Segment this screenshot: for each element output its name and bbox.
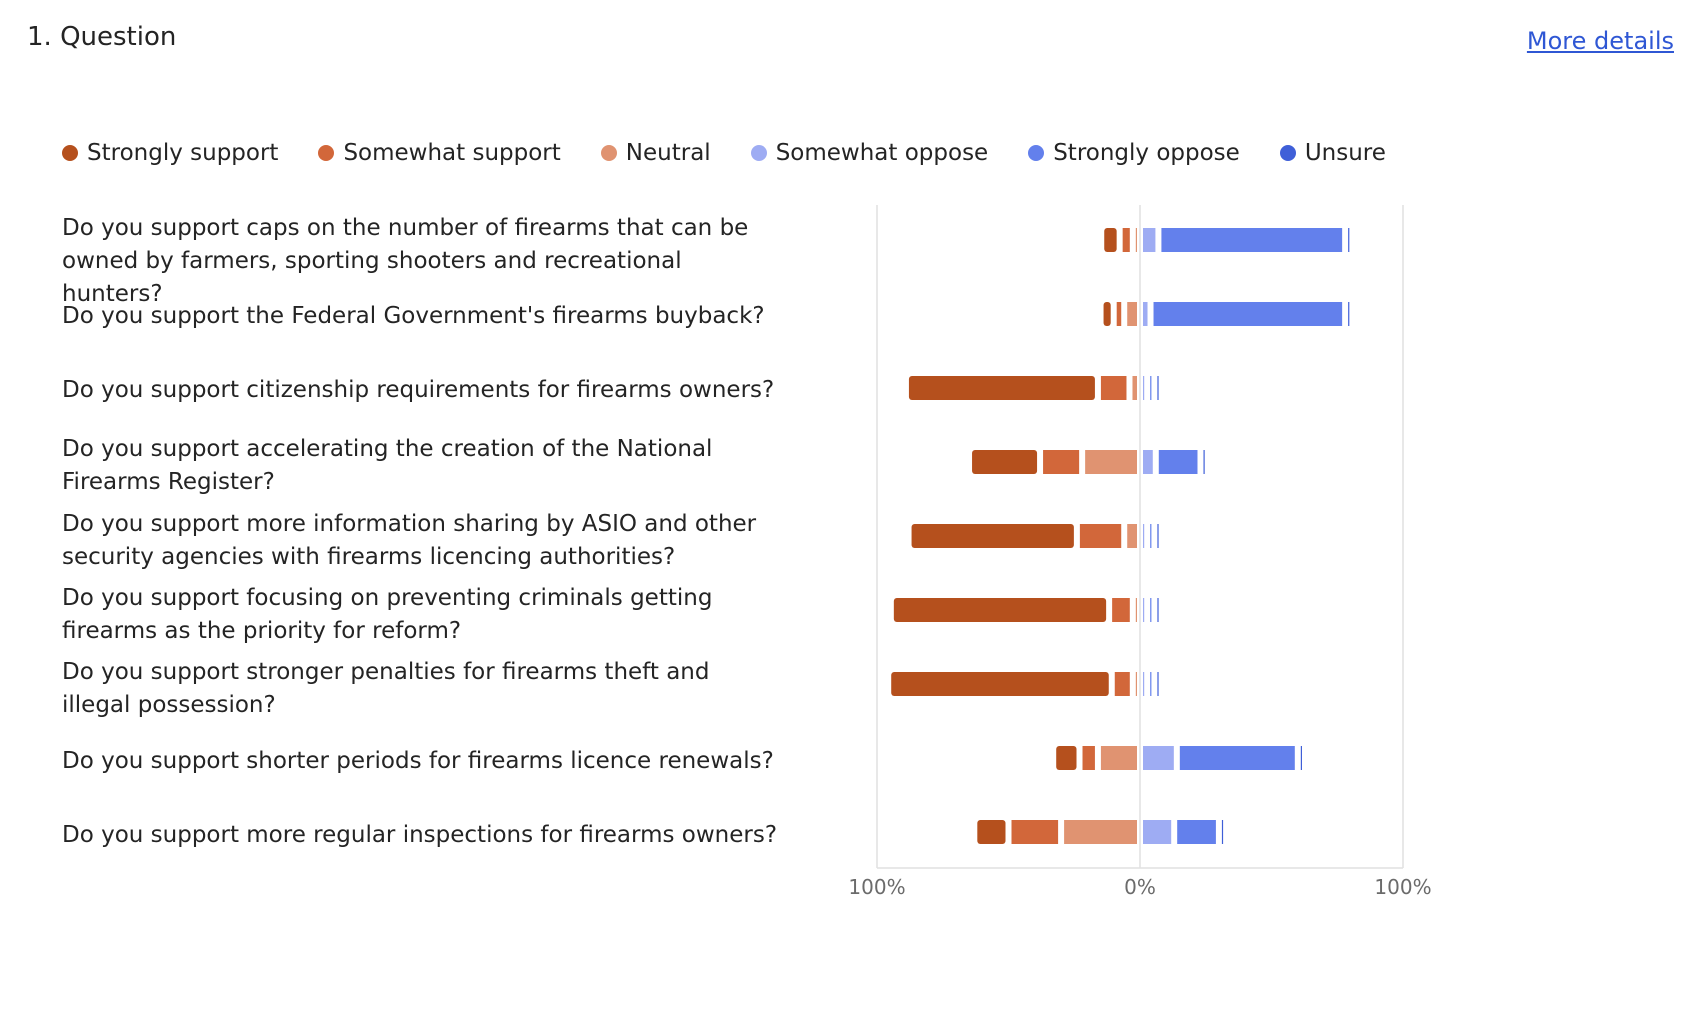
bar-strongly-oppose bbox=[1150, 672, 1152, 696]
legend-item-somewhat-support[interactable]: Somewhat support bbox=[318, 140, 561, 166]
question-label: Do you support more information sharing … bbox=[62, 511, 757, 570]
question-label: Do you support caps on the number of fir… bbox=[62, 215, 749, 307]
bar-neutral bbox=[1135, 672, 1137, 696]
bar-somewhat-oppose bbox=[1143, 524, 1145, 548]
bar-strongly-support bbox=[893, 598, 1107, 622]
legend-item-somewhat-oppose[interactable]: Somewhat oppose bbox=[750, 140, 989, 166]
bar-strongly-oppose bbox=[1153, 302, 1343, 326]
bar-strongly-support bbox=[977, 820, 1006, 844]
bar-strongly-oppose bbox=[1158, 450, 1198, 474]
bar-strongly-oppose bbox=[1150, 524, 1152, 548]
question-label: Do you support focusing on preventing cr… bbox=[62, 585, 713, 644]
bar-somewhat-oppose bbox=[1143, 302, 1148, 326]
bar-strongly-oppose bbox=[1161, 228, 1343, 252]
bar-somewhat-support bbox=[1100, 376, 1127, 400]
bar-unsure bbox=[1157, 672, 1159, 696]
legend-label: Neutral bbox=[625, 140, 711, 166]
bar-strongly-support bbox=[1056, 746, 1077, 770]
bar-unsure bbox=[1157, 524, 1159, 548]
bar-neutral bbox=[1127, 302, 1137, 326]
legend-dot-icon bbox=[1028, 145, 1045, 161]
bar-unsure bbox=[1300, 746, 1302, 770]
bar-strongly-oppose bbox=[1150, 376, 1152, 400]
legend-dot-icon bbox=[318, 145, 335, 161]
legend-dot-icon bbox=[1279, 145, 1296, 161]
question-label: Do you support more regular inspections … bbox=[62, 822, 778, 848]
bar-somewhat-oppose bbox=[1143, 598, 1145, 622]
bar-somewhat-support bbox=[1043, 450, 1080, 474]
bar-neutral bbox=[1064, 820, 1137, 844]
bar-neutral bbox=[1127, 524, 1137, 548]
bar-unsure bbox=[1348, 302, 1350, 326]
bar-unsure bbox=[1157, 376, 1159, 400]
legend-label: Strongly oppose bbox=[1053, 140, 1240, 166]
bar-neutral bbox=[1085, 450, 1137, 474]
bar-somewhat-oppose bbox=[1143, 672, 1145, 696]
legend-dot-icon bbox=[750, 145, 767, 161]
page-title: 1. Question bbox=[27, 22, 177, 52]
legend-label: Somewhat oppose bbox=[775, 140, 989, 166]
bar-unsure bbox=[1348, 228, 1350, 252]
question-label: Do you support stronger penalties for fi… bbox=[62, 659, 710, 718]
x-tick-label: 100% bbox=[848, 875, 905, 899]
bar-somewhat-support bbox=[1011, 820, 1059, 844]
bar-somewhat-support bbox=[1114, 672, 1130, 696]
bar-neutral bbox=[1132, 376, 1137, 400]
legend-item-strongly-oppose[interactable]: Strongly oppose bbox=[1028, 140, 1240, 166]
bar-somewhat-support bbox=[1082, 746, 1095, 770]
bar-strongly-support bbox=[1104, 228, 1117, 252]
legend-item-strongly-support[interactable]: Strongly support bbox=[62, 140, 278, 166]
legend-dot-icon bbox=[600, 145, 617, 161]
question-label: Do you support accelerating the creation… bbox=[62, 436, 713, 495]
legend-item-unsure[interactable]: Unsure bbox=[1279, 140, 1386, 166]
legend-dot-icon bbox=[62, 145, 78, 161]
legend-item-neutral[interactable]: Neutral bbox=[600, 140, 711, 166]
bar-strongly-oppose bbox=[1179, 746, 1295, 770]
bar-somewhat-support bbox=[1079, 524, 1122, 548]
bar-strongly-support bbox=[908, 376, 1095, 400]
legend-label: Unsure bbox=[1304, 140, 1386, 166]
bar-somewhat-support bbox=[1116, 302, 1122, 326]
more-details-link[interactable]: More details bbox=[1526, 27, 1674, 55]
question-label: Do you support the Federal Government's … bbox=[62, 303, 765, 329]
bar-unsure bbox=[1203, 450, 1205, 474]
question-label: Do you support shorter periods for firea… bbox=[62, 748, 774, 774]
bar-strongly-support bbox=[911, 524, 1074, 548]
bar-somewhat-oppose bbox=[1143, 746, 1174, 770]
question-label: Do you support citizenship requirements … bbox=[62, 377, 775, 403]
chart-legend: Strongly support Somewhat support Neutral S… bbox=[62, 140, 1386, 166]
bar-somewhat-oppose bbox=[1143, 376, 1145, 400]
bar-somewhat-oppose bbox=[1143, 228, 1156, 252]
x-tick-label: 0% bbox=[1124, 875, 1156, 899]
bar-neutral bbox=[1135, 228, 1137, 252]
bar-somewhat-support bbox=[1122, 228, 1130, 252]
bar-strongly-oppose bbox=[1150, 598, 1152, 622]
x-tick-label: 100% bbox=[1374, 875, 1431, 899]
bar-strongly-oppose bbox=[1177, 820, 1216, 844]
legend-label: Somewhat support bbox=[343, 140, 561, 166]
bar-neutral bbox=[1135, 598, 1137, 622]
bar-strongly-support bbox=[972, 450, 1038, 474]
bar-unsure bbox=[1157, 598, 1159, 622]
bar-neutral bbox=[1100, 746, 1137, 770]
bar-somewhat-oppose bbox=[1143, 450, 1153, 474]
bar-unsure bbox=[1221, 820, 1224, 844]
bar-strongly-support bbox=[891, 672, 1109, 696]
bar-somewhat-oppose bbox=[1143, 820, 1172, 844]
legend-label: Strongly support bbox=[87, 140, 279, 166]
bar-strongly-support bbox=[1103, 302, 1111, 326]
bar-somewhat-support bbox=[1112, 598, 1130, 622]
